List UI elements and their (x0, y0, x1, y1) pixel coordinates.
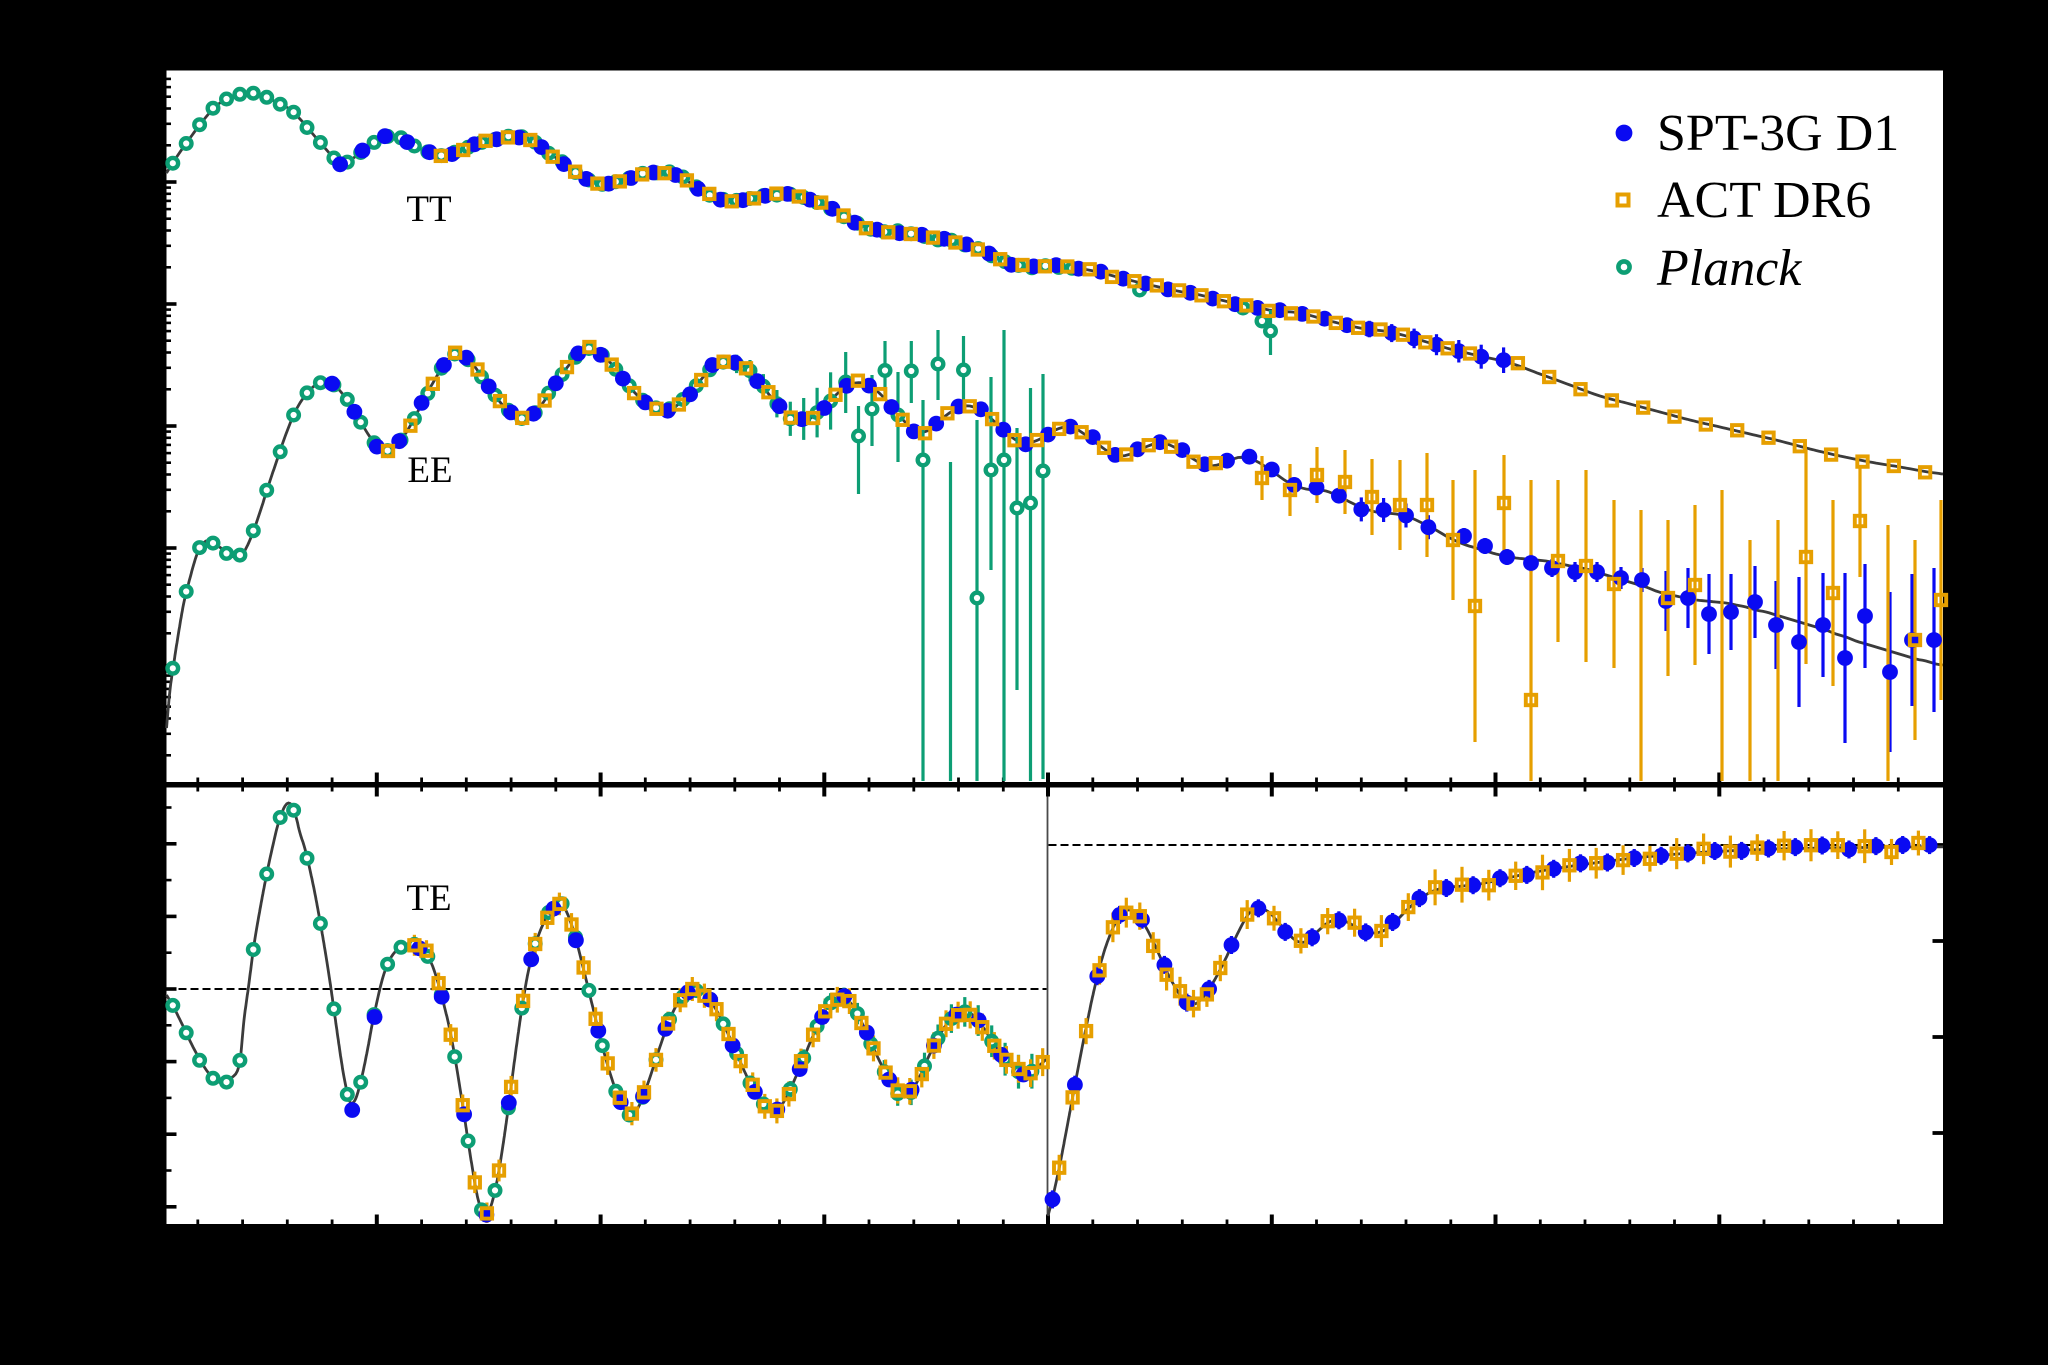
svg-text:ACT DR6: ACT DR6 (1657, 172, 1871, 229)
svg-text:Planck: Planck (1656, 240, 1802, 297)
svg-text:SPT-3G D1: SPT-3G D1 (1657, 105, 1899, 162)
svg-text:TE: TE (406, 878, 451, 919)
svg-text:EE: EE (407, 450, 452, 491)
svg-text:TT: TT (406, 189, 451, 230)
